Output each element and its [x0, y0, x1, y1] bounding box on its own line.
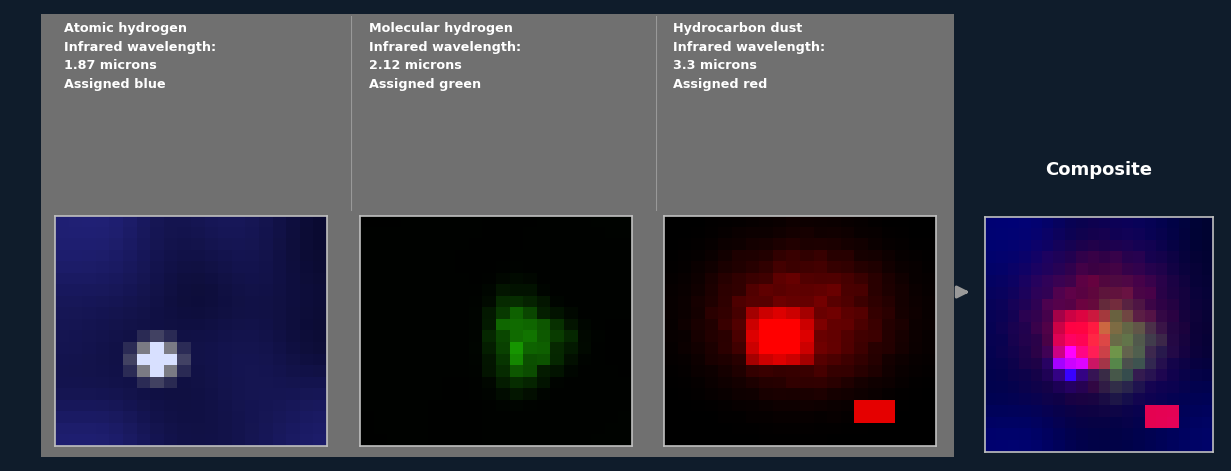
- Text: Molecular hydrogen
Infrared wavelength:
2.12 microns
Assigned green: Molecular hydrogen Infrared wavelength: …: [369, 22, 521, 91]
- Text: Composite: Composite: [1045, 161, 1152, 179]
- Text: Hydrocarbon dust
Infrared wavelength:
3.3 microns
Assigned red: Hydrocarbon dust Infrared wavelength: 3.…: [673, 22, 826, 91]
- Text: Atomic hydrogen
Infrared wavelength:
1.87 microns
Assigned blue: Atomic hydrogen Infrared wavelength: 1.8…: [64, 22, 217, 91]
